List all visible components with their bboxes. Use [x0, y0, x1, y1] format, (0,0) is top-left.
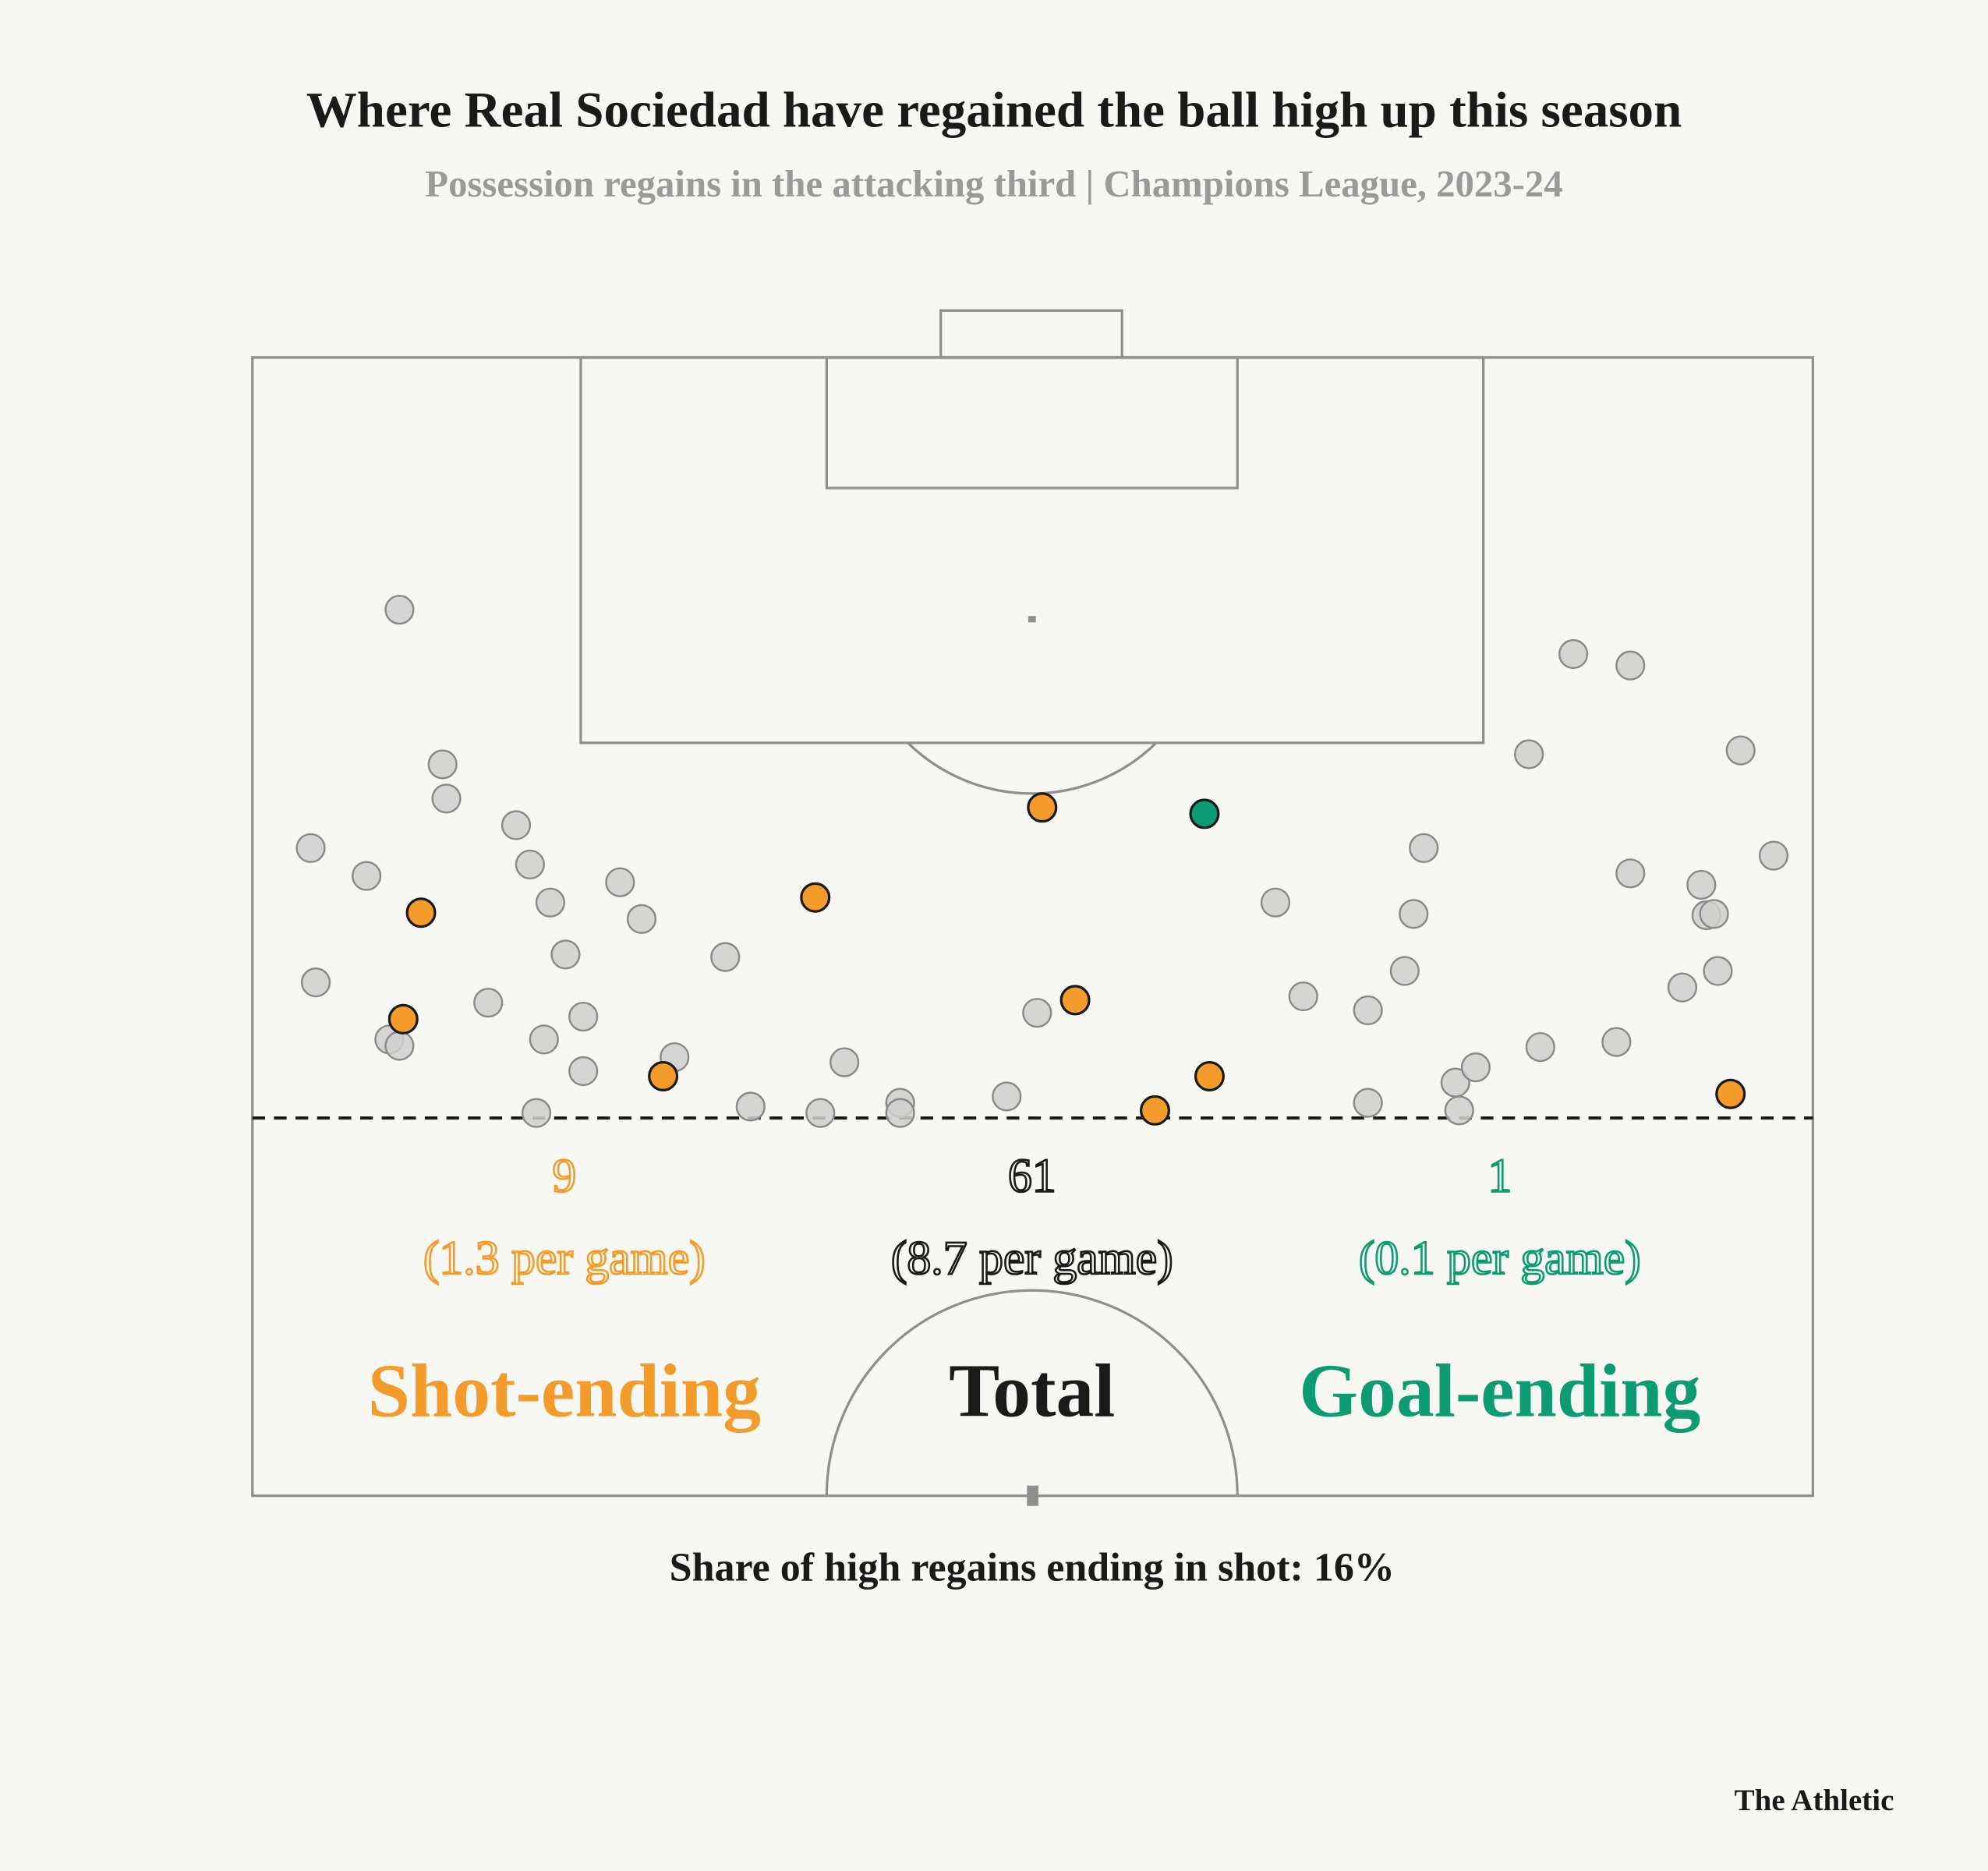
- regain-point: [1353, 995, 1383, 1026]
- pitch: [251, 309, 1815, 1506]
- penalty-area: [579, 355, 1485, 745]
- regain-point: [387, 1003, 419, 1035]
- regain-point: [1703, 956, 1733, 986]
- pitch-outline: [251, 355, 1815, 1498]
- points: [295, 595, 1789, 1128]
- regain-point: [805, 1098, 836, 1128]
- regain-point: [1758, 840, 1789, 871]
- regain-point: [300, 967, 331, 998]
- footnote: Share of high regains ending in shot: 16…: [670, 1546, 1395, 1590]
- regain-point: [735, 1091, 766, 1122]
- six-yard-box: [825, 355, 1239, 490]
- regain-point: [830, 1047, 860, 1077]
- regain-point: [384, 595, 415, 625]
- regain-point: [1022, 998, 1052, 1028]
- regain-point: [885, 1098, 915, 1128]
- regain-point: [1558, 638, 1589, 670]
- stat-label: Shot-ending: [368, 1349, 761, 1433]
- regain-point: [1514, 739, 1544, 769]
- regain-point: [568, 1056, 599, 1087]
- stats: 9 (1.3 per game) Shot-ending 61 (8.7 per gam…: [368, 1148, 1701, 1433]
- regain-point: [800, 882, 831, 913]
- regain-point: [1460, 1052, 1491, 1083]
- regain-point: [1667, 972, 1698, 1003]
- regain-point: [521, 1098, 552, 1128]
- stat-label: Total: [949, 1349, 1115, 1433]
- regain-point: [295, 833, 326, 863]
- regain-point: [535, 887, 565, 918]
- regain-point: [1444, 1095, 1474, 1126]
- penalty-spot: [1028, 616, 1036, 623]
- regain-point: [1288, 981, 1318, 1012]
- regain-point: [1139, 1095, 1171, 1126]
- regain-point: [1399, 899, 1429, 929]
- regain-point: [1027, 792, 1058, 823]
- regain-point: [648, 1060, 679, 1091]
- regain-point: [1260, 887, 1291, 918]
- chart-title: Where Real Sociedad have regained the ba…: [306, 83, 1682, 139]
- regain-point: [515, 849, 545, 880]
- regain-point: [1059, 985, 1091, 1016]
- regain-point: [1189, 798, 1220, 829]
- chart-subtitle: Possession regains in the attacking thir…: [425, 163, 1562, 205]
- regain-point: [384, 1031, 415, 1061]
- source: The Athletic: [1735, 1784, 1894, 1817]
- regain-point: [550, 939, 581, 970]
- regain-point: [352, 861, 382, 891]
- penalty-arc: [907, 741, 1158, 795]
- regain-point: [1194, 1060, 1225, 1091]
- regain-point: [992, 1081, 1022, 1112]
- goal: [939, 309, 1123, 359]
- regain-point: [1601, 1027, 1632, 1057]
- regain-point: [1389, 956, 1420, 986]
- regain-point: [529, 1024, 559, 1055]
- regain-point: [605, 867, 635, 897]
- regain-point: [1725, 735, 1756, 766]
- centre-spot: [1027, 1485, 1038, 1506]
- regain-point: [1525, 1031, 1555, 1063]
- centre-circle: [825, 1289, 1239, 1496]
- regain-point: [473, 988, 504, 1018]
- regain-point: [1615, 858, 1646, 889]
- stat-count: 9: [552, 1149, 576, 1202]
- regain-point: [501, 810, 532, 840]
- regain-point: [1615, 650, 1646, 681]
- stat-count: 1: [1487, 1149, 1512, 1202]
- stat-per-game: (0.1 per game): [1359, 1232, 1641, 1285]
- regain-point: [626, 904, 657, 934]
- stat-per-game: (1.3 per game): [423, 1232, 706, 1285]
- regain-point: [1409, 833, 1439, 863]
- regain-point: [427, 749, 458, 780]
- regain-point: [1715, 1078, 1746, 1109]
- stat-per-game: (8.7 per game): [891, 1232, 1173, 1285]
- regain-point: [405, 897, 437, 928]
- regain-point: [1353, 1088, 1383, 1118]
- regain-point: [1686, 869, 1717, 900]
- regain-point: [568, 1001, 599, 1032]
- regain-point: [710, 942, 741, 972]
- regain-point: [431, 783, 462, 814]
- regain-point: [1699, 899, 1729, 929]
- stat-label: Goal-ending: [1299, 1349, 1700, 1433]
- stat-count: 61: [1008, 1149, 1056, 1202]
